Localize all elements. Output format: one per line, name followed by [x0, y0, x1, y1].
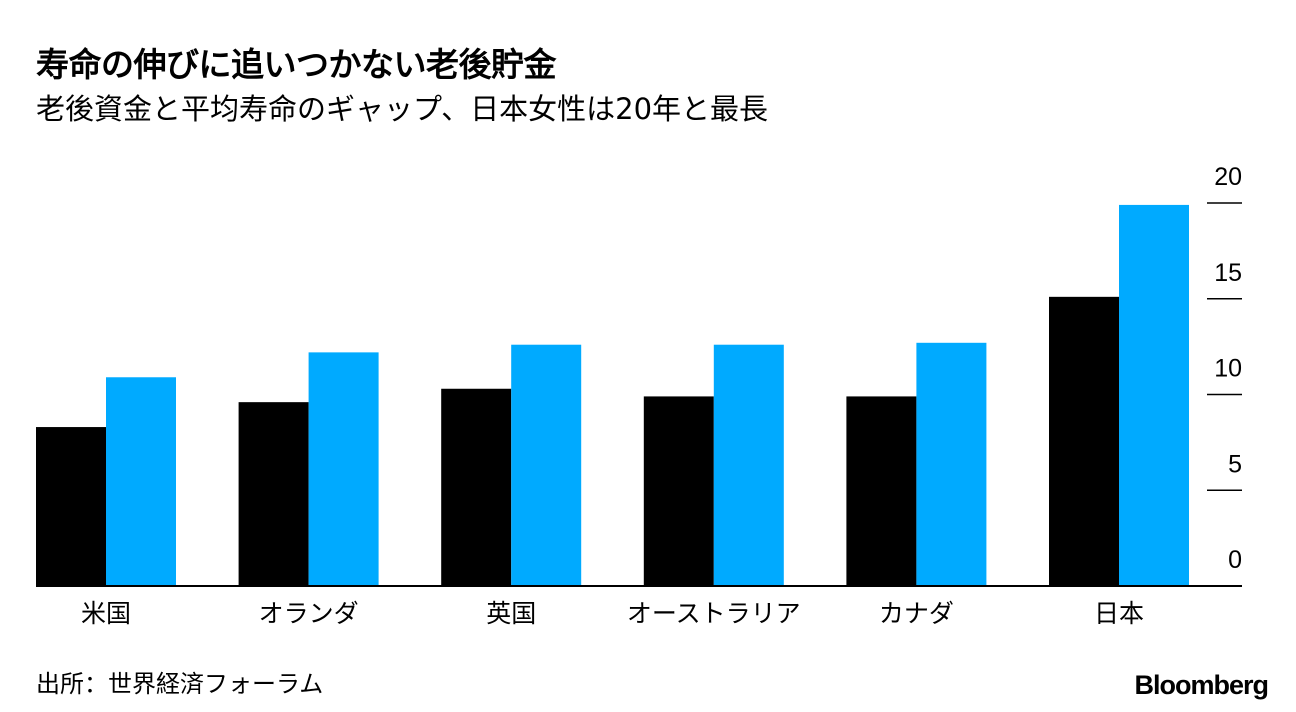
- x-tick-label: 英国: [486, 599, 536, 628]
- x-tick-label: オーストラリア: [627, 599, 801, 628]
- x-tick-label: オランダ: [259, 599, 359, 628]
- chart-title: 寿命の伸びに追いつかない老後貯金: [36, 45, 557, 84]
- y-tick-label: 5: [1228, 450, 1242, 478]
- bar-2-2: [511, 344, 582, 586]
- y-tick-label: 0: [1228, 546, 1242, 574]
- bar-2-5: [1119, 204, 1189, 587]
- bar-2-4: [916, 342, 987, 586]
- bar-2-1: [308, 352, 379, 586]
- y-tick-label: 20: [1214, 163, 1242, 191]
- bar-1-2: [441, 388, 512, 586]
- y-tick-label: 10: [1214, 355, 1242, 383]
- source-note: 出所：世界経済フォーラム: [36, 670, 324, 698]
- bar-2-3: [713, 344, 784, 586]
- bar-1-5: [1049, 296, 1119, 586]
- x-tick-label: カナダ: [879, 599, 954, 628]
- x-tick-label: 米国: [81, 599, 131, 628]
- bar-1-3: [643, 396, 714, 586]
- chart-subtitle: 老後資金と平均寿命のギャップ、日本女性は20年と最長: [36, 92, 769, 126]
- bar-1-0: [36, 427, 106, 586]
- y-tick-label: 15: [1214, 259, 1242, 287]
- bloomberg-logo: Bloomberg: [1134, 670, 1269, 700]
- bar-1-1: [238, 402, 309, 586]
- x-tick-label: 日本: [1094, 599, 1144, 628]
- bar-1-4: [846, 396, 917, 586]
- bar-2-0: [106, 377, 176, 586]
